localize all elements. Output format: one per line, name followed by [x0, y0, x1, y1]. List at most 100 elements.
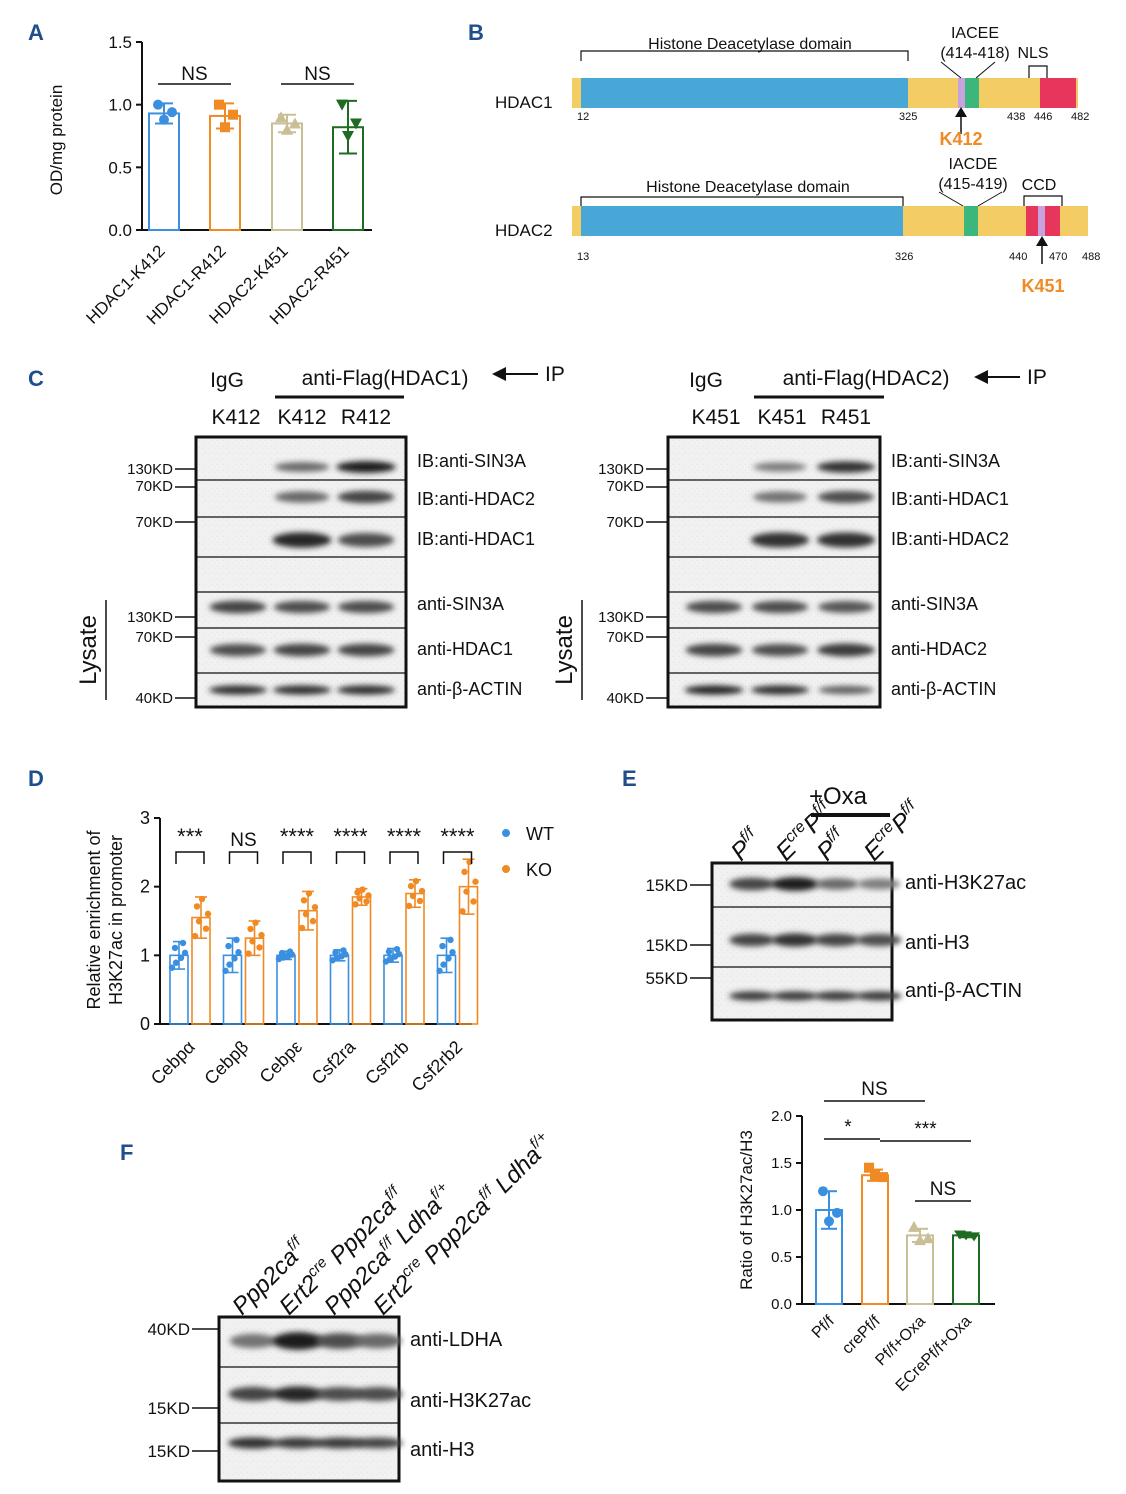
f-band [315, 1386, 365, 1402]
d-data-point [470, 898, 477, 905]
d-data-point [204, 910, 212, 918]
d-data-point [365, 892, 372, 899]
e-bar [906, 1234, 934, 1306]
f-band [272, 1332, 324, 1350]
panel-c-hdac2-ip-blot: IgG anti-Flag(HDAC2) IP K451 K451 R451 I… [551, 366, 1047, 709]
d-significance-label: *** [177, 824, 203, 849]
d-bar [329, 954, 350, 1025]
e-data-point [908, 1220, 920, 1232]
d-y-tick-label: 1 [140, 945, 150, 965]
e-data-point [878, 1172, 888, 1183]
e-data-point [818, 1186, 828, 1197]
d-data-point [407, 882, 415, 890]
c2-ip-arrowhead [974, 370, 988, 384]
e-x-tick-label: crePf/f [839, 1312, 884, 1357]
hdac2-pos-domain-end: 326 [895, 251, 913, 263]
d-data-point [311, 904, 319, 911]
f-band [353, 1437, 403, 1449]
c1-band [272, 685, 332, 695]
c2-ip-arrow-label: IP [1027, 366, 1047, 389]
c1-band [273, 600, 331, 614]
d-data-point [305, 890, 313, 897]
d-significance-bracket [175, 851, 205, 864]
c1-mw-4: 130KD [127, 609, 173, 626]
f-band-label-1: anti-LDHA [410, 1329, 503, 1351]
d-data-point [418, 887, 426, 895]
c2-band [818, 685, 874, 695]
c1-mw-5: 70KD [135, 629, 173, 646]
d-significance-label: **** [333, 824, 368, 849]
c1-ip-arrow-label: IP [545, 363, 565, 386]
e-significance-label: * [844, 1117, 852, 1138]
c1-ib-2: IB:anti-HDAC2 [417, 489, 535, 509]
d-significance-bracket [335, 851, 366, 864]
d-data-point [193, 903, 201, 910]
e-data-point [968, 1232, 980, 1242]
e-band [857, 878, 901, 890]
c2-lane-3: R451 [821, 406, 871, 429]
c2-band [751, 600, 809, 614]
hdac1-domain-label: Histone Deacetylase domain [648, 36, 852, 53]
c1-lane-1: K412 [211, 406, 260, 429]
e-data-point [922, 1232, 934, 1244]
d-data-point [459, 908, 466, 915]
d-data-point [231, 955, 238, 962]
d-data-point [386, 955, 394, 963]
a-data-point [350, 118, 362, 130]
a-data-point [336, 99, 348, 111]
f-mw-2: 15KD [147, 1399, 190, 1418]
d-data-point [439, 942, 446, 950]
d-data-point [171, 944, 179, 952]
d-data-point [409, 892, 417, 900]
d-data-point [226, 961, 233, 968]
f-band [272, 1386, 324, 1402]
d-data-point [245, 950, 252, 957]
c1-band [336, 685, 396, 695]
hdac2-pos-ccd-start: 440 [1009, 251, 1027, 263]
c1-band [274, 491, 330, 503]
hdac2-k451-site [1038, 206, 1045, 236]
hdac2-pos-ccd-end: 470 [1049, 251, 1067, 263]
a-y-tick-label: 0.0 [108, 221, 132, 240]
f-band [353, 1386, 403, 1402]
c1-mw-2: 70KD [135, 478, 173, 495]
hdac2-motif-pointer-right [977, 191, 1003, 207]
d-data-point [440, 961, 447, 968]
hdac1-site-arrowhead [955, 107, 967, 117]
d-x-tick-label: Cebpε [256, 1037, 306, 1087]
f-mw-1: 40KD [147, 1320, 190, 1339]
c2-lane-1: K451 [691, 406, 740, 429]
hdac1-motif-range: (414-418) [940, 45, 1009, 62]
d-significance-label: **** [387, 824, 422, 849]
hdac2-site-label: K451 [1021, 276, 1064, 296]
d-x-tick-label: Csf2ra [308, 1036, 360, 1088]
d-data-point [202, 925, 210, 932]
e-band [813, 991, 861, 1001]
d-data-point [356, 895, 363, 902]
c1-lys-2: anti-HDAC1 [417, 639, 513, 659]
e-band-label-2: anti-H3 [905, 932, 969, 954]
e-band [815, 878, 859, 890]
e-mw-3: 55KD [645, 969, 688, 988]
hdac2-domain-bracket [580, 196, 904, 207]
c2-band [684, 685, 744, 695]
d-data-point [395, 950, 403, 958]
d-data-point [309, 917, 317, 925]
e-data-point [914, 1234, 926, 1246]
hdac2-domain-label: Histone Deacetylase domain [646, 179, 850, 196]
c1-band [208, 685, 268, 695]
d-data-point [168, 964, 176, 971]
c2-band [817, 643, 875, 657]
hdac2-iacde-motif [964, 206, 978, 236]
d-bar [383, 954, 403, 1025]
d-data-point [449, 949, 456, 956]
panel-label-e: E [622, 766, 637, 791]
d-data-point [472, 878, 479, 885]
d-data-point [278, 949, 286, 957]
panel-e-y-label: Ratio of H3K27ac/H3 [737, 1130, 756, 1290]
e-band-label-3: anti-β-ACTIN [905, 980, 1022, 1002]
e-y-tick-label: 1.5 [771, 1155, 792, 1172]
c2-mw-4: 130KD [598, 609, 644, 626]
